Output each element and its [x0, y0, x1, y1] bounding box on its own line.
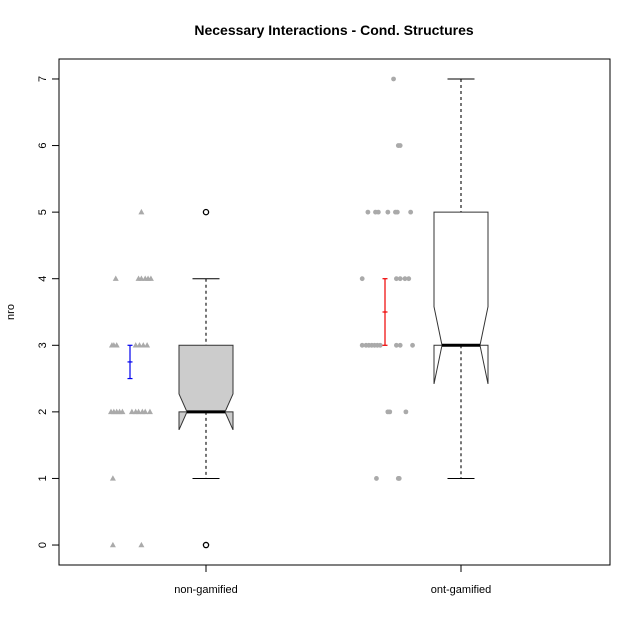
x-axis: non-gamified ont-gamified	[174, 564, 492, 596]
data-point	[109, 475, 116, 481]
data-point	[138, 541, 145, 548]
y-axis-label: nro	[5, 304, 17, 320]
data-point	[395, 476, 401, 481]
data-point	[109, 541, 116, 548]
data-point	[132, 342, 139, 348]
y-tick-label: 4	[37, 276, 49, 282]
data-point	[375, 209, 381, 215]
data-point	[397, 276, 403, 282]
data-point	[142, 408, 149, 415]
data-point	[397, 342, 403, 348]
data-point	[135, 408, 142, 415]
y-tick-label: 0	[37, 542, 49, 548]
data-point	[374, 476, 379, 481]
outlier-point	[202, 208, 210, 216]
data-point	[402, 276, 408, 282]
notched-box	[433, 211, 489, 385]
y-tick-label: 3	[37, 342, 49, 348]
data-point	[113, 342, 120, 348]
data-point	[359, 276, 365, 282]
x-tick-label: ont-gamified	[431, 584, 492, 596]
plot-frame	[58, 58, 611, 566]
y-tick-label: 1	[37, 475, 49, 481]
data-point	[138, 275, 145, 281]
y-tick-label: 5	[37, 209, 49, 215]
data-point	[394, 276, 399, 282]
data-point	[394, 342, 399, 348]
data-point	[359, 342, 365, 348]
data-point	[140, 342, 147, 348]
outlier-point	[202, 541, 210, 549]
data-point	[385, 209, 391, 215]
data-point	[119, 408, 126, 415]
data-point	[406, 276, 412, 282]
data-point	[365, 209, 371, 215]
y-tick-label: 2	[37, 409, 49, 415]
chart-title: Necessary Interactions - Cond. Structure…	[194, 22, 474, 38]
data-point	[408, 209, 414, 215]
data-point	[144, 342, 151, 348]
y-tick-label: 6	[37, 142, 49, 148]
data-point	[377, 342, 383, 348]
data-point	[387, 409, 393, 415]
box-group-non-gamified	[108, 208, 234, 549]
notched-box	[178, 344, 234, 431]
data-point	[403, 409, 409, 415]
data-point	[147, 275, 154, 281]
data-point	[394, 209, 400, 215]
y-axis: 0 1 2 3 4 5 6 7	[37, 76, 60, 548]
data-point	[391, 76, 396, 82]
y-tick-label: 7	[37, 76, 49, 82]
data-point	[128, 408, 135, 415]
data-point	[397, 143, 403, 148]
data-point	[136, 342, 143, 348]
data-point	[138, 208, 145, 215]
box-group-ont-gamified	[359, 76, 489, 481]
data-point	[112, 275, 119, 281]
x-tick-label: non-gamified	[174, 584, 238, 596]
data-point	[410, 342, 415, 348]
plot-body	[108, 76, 489, 549]
data-point	[146, 408, 153, 415]
